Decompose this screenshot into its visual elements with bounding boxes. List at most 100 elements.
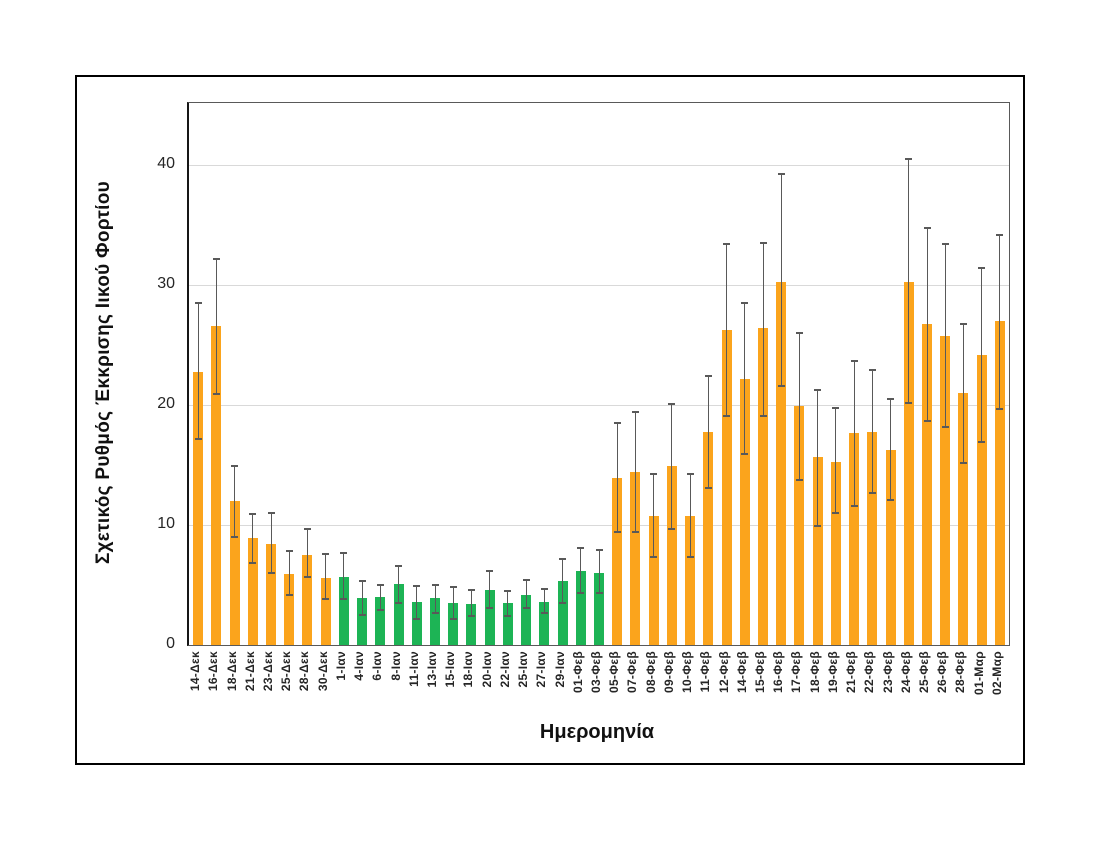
x-tick-label: 17-Φεβ — [789, 651, 804, 694]
error-bar-line — [507, 591, 509, 617]
x-tick-label: 14-Φεβ — [734, 651, 749, 694]
error-bar-line — [944, 244, 946, 427]
bar — [430, 598, 440, 645]
error-bar-cap — [832, 406, 840, 409]
error-bar-cap — [704, 375, 712, 378]
error-bar-cap — [577, 546, 585, 549]
x-tick-label: 02-Μαρ — [989, 651, 1004, 695]
bar — [940, 335, 951, 645]
error-bar-line — [215, 258, 217, 395]
gridline — [189, 165, 1009, 167]
error-bar-cap — [595, 592, 603, 595]
x-tick-label: 26-Φεβ — [935, 651, 950, 694]
error-bar-line — [270, 513, 272, 574]
gridline — [189, 525, 1009, 527]
chart-figure: Σχετικός Ρυθμός Έκκρισης Ιικού Φορτίου Η… — [75, 75, 1025, 765]
error-bar-line — [653, 473, 655, 558]
x-tick-label: 21-Δεκ — [242, 651, 257, 692]
error-bar-line — [234, 466, 236, 538]
error-bar-line — [398, 565, 400, 604]
error-bar-cap — [795, 332, 803, 335]
bar — [357, 598, 368, 645]
error-bar-cap — [376, 609, 384, 612]
x-tick-label: 13-Ιαν — [425, 651, 439, 688]
error-bar-line — [470, 589, 472, 617]
error-bar-cap — [559, 557, 567, 560]
bar — [393, 583, 404, 645]
x-tick-label: 08-Φεβ — [643, 651, 658, 694]
x-tick-label: 07-Φεβ — [625, 651, 640, 694]
gridline — [189, 405, 1009, 407]
bar — [448, 603, 459, 645]
error-bar-line — [999, 234, 1001, 409]
x-tick-label: 24-Φεβ — [898, 651, 913, 694]
error-bar-cap — [759, 414, 767, 417]
error-bar-cap — [395, 564, 403, 567]
x-tick-label: 10-Φεβ — [680, 651, 695, 694]
error-bar-cap — [358, 614, 366, 617]
bar — [557, 581, 568, 645]
x-tick-label: 15-Φεβ — [753, 651, 767, 694]
bar — [338, 576, 349, 645]
bar — [320, 577, 331, 645]
x-tick-label: 12-Φεβ — [716, 651, 731, 694]
x-tick-label: 27-Ιαν — [534, 651, 549, 688]
error-bar-cap — [285, 593, 293, 596]
x-tick-label: 18-Δεκ — [224, 651, 239, 692]
x-tick-label: 19-Φεβ — [825, 651, 840, 694]
bar — [812, 456, 823, 645]
error-bar-cap — [668, 402, 676, 405]
error-bar-cap — [303, 575, 311, 578]
error-bar-line — [835, 407, 837, 514]
x-tick-label: 22-Ιαν — [497, 651, 512, 688]
error-bar-cap — [322, 552, 330, 555]
x-tick-label: 09-Φεβ — [661, 651, 676, 694]
error-bar-cap — [249, 562, 257, 565]
error-bar-line — [543, 588, 545, 613]
gridline — [189, 285, 1009, 287]
error-bar-cap — [923, 419, 931, 422]
bar — [648, 515, 659, 645]
x-tick-label: 8-Ιαν — [388, 651, 403, 681]
x-tick-label: 20-Ιαν — [479, 651, 494, 688]
error-bar-cap — [996, 407, 1004, 410]
bar — [994, 321, 1005, 645]
error-bar-cap — [905, 401, 913, 404]
error-bar-cap — [431, 611, 439, 614]
error-bar-cap — [832, 512, 840, 515]
x-tick-label: 1-Ιαν — [333, 651, 348, 681]
error-bar-cap — [322, 598, 330, 601]
error-bar-cap — [358, 580, 366, 583]
y-tick-label: 20 — [157, 395, 175, 413]
bar — [830, 461, 841, 645]
error-bar-line — [798, 333, 800, 480]
error-bar-line — [634, 412, 636, 533]
error-bar-cap — [194, 302, 202, 305]
bar — [539, 601, 550, 645]
error-bar-line — [744, 303, 746, 455]
error-bar-cap — [613, 531, 621, 534]
error-bar-line — [780, 173, 782, 386]
y-axis-title: Σχετικός Ρυθμός Έκκρισης Ιικού Φορτίου — [93, 181, 114, 565]
x-tick-label: 25-Φεβ — [917, 651, 931, 694]
error-bar-cap — [486, 569, 494, 572]
error-bar-line — [416, 586, 418, 619]
x-tick-label: 15-Ιαν — [443, 651, 458, 688]
error-bar-line — [434, 585, 436, 613]
error-bar-cap — [559, 602, 567, 605]
error-bar-line — [671, 403, 673, 529]
bar — [794, 406, 805, 645]
error-bar-line — [616, 423, 618, 533]
x-tick-label: 01-Μαρ — [971, 651, 986, 695]
error-bar-cap — [431, 584, 439, 587]
bar — [193, 371, 204, 645]
x-tick-label: 25-Ιαν — [516, 651, 531, 688]
error-bar-line — [343, 552, 345, 600]
x-tick-label: 23-Φεβ — [880, 651, 895, 694]
error-bar-cap — [978, 441, 986, 444]
x-tick-label: 11-Ιαν — [406, 651, 421, 687]
error-bar-cap — [540, 587, 548, 590]
error-bar-line — [890, 399, 892, 500]
error-bar-cap — [577, 592, 585, 595]
error-bar-cap — [959, 322, 967, 325]
